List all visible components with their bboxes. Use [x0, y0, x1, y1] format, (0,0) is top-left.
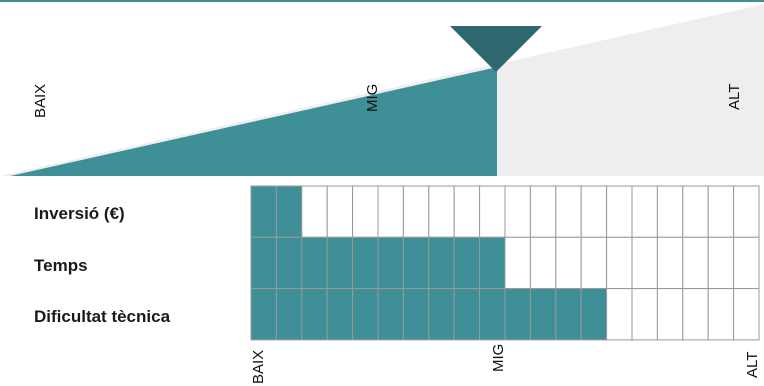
- grid-cell-empty: [326, 185, 354, 238]
- grid-cell-empty: [631, 288, 658, 341]
- grid-cell-empty: [504, 236, 531, 290]
- grid-cell-empty: [555, 236, 582, 290]
- grid-cell-empty: [656, 236, 684, 290]
- grid-cell-empty: [479, 185, 506, 238]
- grid-cell-empty: [606, 236, 633, 290]
- grid-cell-filled: [428, 236, 455, 290]
- grid-cell-empty: [656, 185, 684, 238]
- grid-cell-empty: [352, 185, 379, 238]
- grid-cell-filled: [326, 236, 354, 290]
- grid-cell-filled: [352, 288, 379, 341]
- grid-cell-empty: [606, 185, 633, 238]
- grid-cell-filled: [377, 236, 404, 290]
- grid-cell-empty: [682, 236, 709, 290]
- grid-cell-empty: [733, 236, 760, 290]
- grid-cell-empty: [529, 185, 557, 238]
- grid-cell-empty: [580, 185, 608, 238]
- grid-cell-filled: [301, 236, 328, 290]
- grid-cell-empty: [631, 236, 658, 290]
- grid-cell-empty: [606, 288, 633, 341]
- grid-cell-filled: [479, 288, 506, 341]
- grid-cell-filled: [529, 288, 557, 341]
- grid-cell-filled: [453, 236, 481, 290]
- grid-cell-filled: [453, 288, 481, 341]
- grid-cell-empty: [682, 288, 709, 341]
- level-grid: [250, 185, 760, 341]
- grid-cell-empty: [707, 288, 735, 341]
- triangle-down-icon: [450, 26, 542, 72]
- grid-cell-empty: [428, 185, 455, 238]
- row-label-technical-difficulty: Dificultat tècnica: [34, 307, 171, 326]
- grid-cell-filled: [504, 288, 531, 341]
- gauge-label-mid: MIG: [364, 83, 381, 112]
- grid-cell-empty: [402, 185, 430, 238]
- grid-cell-filled: [428, 288, 455, 341]
- gauge-background-wedge: [0, 4, 764, 176]
- axis-label-high: ALT: [744, 351, 761, 378]
- row-label-time: Temps: [34, 256, 88, 275]
- grid-cell-filled: [250, 288, 277, 341]
- grid-cell-empty: [529, 236, 557, 290]
- grid-cell-filled: [250, 185, 277, 238]
- gauge-label-low: BAIX: [32, 83, 49, 118]
- grid-cell-empty: [656, 288, 684, 341]
- axis-label-mid: MIG: [490, 343, 507, 372]
- row-label-investment: Inversió (€): [34, 204, 125, 223]
- grid-cell-empty: [707, 236, 735, 290]
- grid-cell-filled: [377, 288, 404, 341]
- grid-cell-empty: [301, 185, 328, 238]
- grid-cell-filled: [402, 236, 430, 290]
- grid-cell-filled: [250, 236, 277, 290]
- grid-cell-filled: [402, 288, 430, 341]
- grid-cell-filled: [275, 288, 303, 341]
- grid-cell-empty: [733, 185, 760, 238]
- grid-cell-empty: [453, 185, 481, 238]
- grid-cell-empty: [504, 185, 531, 238]
- axis-label-low: BAIX: [250, 349, 267, 384]
- gauge-filled-wedge: [10, 67, 497, 176]
- grid-cell-empty: [733, 288, 760, 341]
- grid-cell-empty: [580, 236, 608, 290]
- grid-cell-filled: [352, 236, 379, 290]
- grid-cell-filled: [301, 288, 328, 341]
- grid-cell-empty: [682, 185, 709, 238]
- grid-cell-filled: [275, 236, 303, 290]
- grid-cell-empty: [707, 185, 735, 238]
- grid-cell-filled: [580, 288, 608, 341]
- gauge-label-high: ALT: [726, 83, 743, 110]
- grid-cell-filled: [555, 288, 582, 341]
- grid-cell-empty: [631, 185, 658, 238]
- grid-cell-filled: [479, 236, 506, 290]
- grid-cell-empty: [377, 185, 404, 238]
- grid-cell-filled: [275, 185, 303, 238]
- grid-cell-filled: [326, 288, 354, 341]
- grid-cell-empty: [555, 185, 582, 238]
